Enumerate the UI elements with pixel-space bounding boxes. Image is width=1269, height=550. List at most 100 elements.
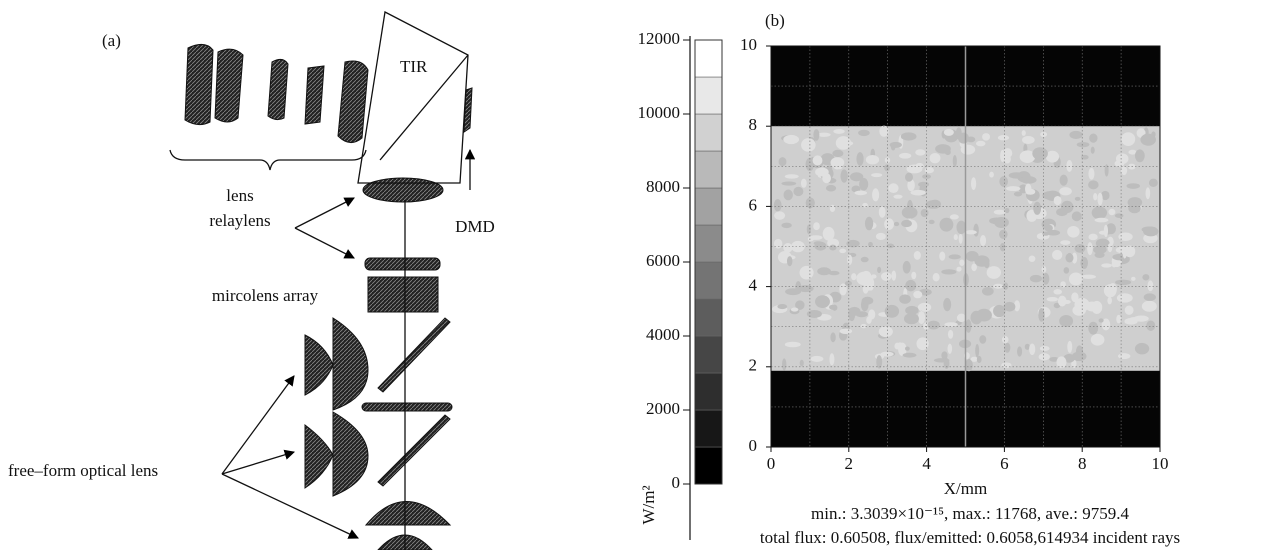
speckle — [921, 209, 929, 217]
speckle — [1029, 256, 1036, 262]
speckle — [905, 280, 916, 292]
speckle — [902, 206, 918, 218]
colorbar-segment — [695, 299, 722, 336]
speckle — [999, 176, 1008, 187]
colorbar-segment — [695, 40, 722, 77]
speckle — [982, 133, 990, 141]
speckle — [939, 251, 945, 260]
speckle — [1095, 252, 1105, 258]
speckle — [987, 266, 1001, 279]
speckle — [1087, 242, 1093, 255]
speckle — [830, 332, 835, 342]
speckle — [861, 271, 871, 283]
speckle — [1108, 209, 1115, 215]
speckle — [1033, 202, 1041, 215]
speckle — [916, 337, 928, 350]
speckle — [856, 152, 863, 166]
speckle — [973, 224, 978, 237]
speckle — [1039, 353, 1050, 360]
speckle — [933, 273, 940, 281]
speckle — [911, 272, 916, 279]
speckle — [1067, 341, 1072, 353]
speckle — [839, 283, 847, 295]
tick-label: 4 — [922, 454, 931, 473]
speckle — [1047, 297, 1058, 301]
page: (a) TIR lens relaylens DMD mircolens arr… — [0, 0, 1269, 550]
speckle — [975, 344, 979, 357]
speckle — [854, 191, 867, 196]
speckle — [839, 141, 854, 146]
speckle — [774, 199, 782, 211]
speckle — [1124, 318, 1137, 325]
speckle — [866, 316, 872, 324]
speckle — [774, 211, 785, 219]
speckle — [1142, 274, 1149, 280]
speckle — [1126, 183, 1140, 189]
speckle — [1038, 308, 1044, 322]
speckle — [858, 130, 870, 136]
speckle — [1005, 208, 1010, 213]
speckle — [811, 356, 824, 362]
speckle — [862, 203, 868, 208]
speckle — [1064, 267, 1070, 274]
speckle — [1147, 280, 1153, 291]
speckle — [872, 188, 879, 201]
speckle — [891, 270, 896, 280]
speckle — [781, 223, 791, 228]
speckle — [994, 210, 1006, 215]
speckle — [783, 243, 792, 252]
speckle — [1058, 296, 1067, 307]
speckle — [1059, 315, 1073, 327]
speckle — [1088, 234, 1097, 241]
speckle — [1108, 243, 1113, 252]
speckle — [1052, 250, 1062, 260]
speckle — [966, 251, 979, 262]
tick-label: 0 — [767, 454, 776, 473]
speckle — [1077, 142, 1090, 147]
speckle — [956, 221, 966, 234]
colorbar-segment — [695, 336, 722, 373]
speckle — [785, 342, 801, 348]
speckle — [1029, 343, 1035, 355]
label: free–form optical lens — [8, 461, 158, 480]
speckle — [1060, 175, 1068, 186]
speckle — [905, 173, 913, 182]
speckle — [1072, 352, 1086, 362]
speckle — [865, 217, 873, 230]
speckle — [866, 155, 879, 165]
speckle — [861, 257, 869, 263]
speckle — [1003, 282, 1008, 289]
speckle — [1121, 166, 1127, 175]
tick-label: 10 — [740, 35, 757, 54]
speckle — [905, 346, 910, 350]
speckle — [777, 304, 787, 309]
speckle — [907, 165, 923, 174]
speckle — [1053, 289, 1062, 294]
speckle — [959, 234, 963, 244]
speckle — [934, 358, 950, 362]
speckle — [1075, 244, 1086, 253]
speckle — [813, 222, 820, 230]
speckle — [850, 172, 863, 181]
speckle — [1006, 186, 1020, 191]
speckle — [1072, 211, 1082, 221]
speckle — [1060, 240, 1070, 245]
speckle — [894, 222, 899, 226]
speckle — [833, 129, 844, 134]
speckle — [941, 269, 956, 274]
label: DMD — [455, 217, 495, 236]
speckle — [815, 295, 830, 308]
speckle — [845, 281, 852, 286]
speckle — [1069, 131, 1082, 139]
speckle — [945, 149, 951, 155]
speckle — [1067, 226, 1079, 238]
speckle — [994, 217, 1009, 228]
speckle — [982, 287, 994, 296]
speckle — [943, 298, 951, 311]
speckle — [1091, 334, 1105, 346]
panel-tag: (a) — [102, 31, 121, 50]
speckle — [884, 164, 890, 171]
speckle — [1099, 231, 1108, 235]
speckle — [1059, 187, 1072, 195]
speckle — [915, 149, 925, 155]
